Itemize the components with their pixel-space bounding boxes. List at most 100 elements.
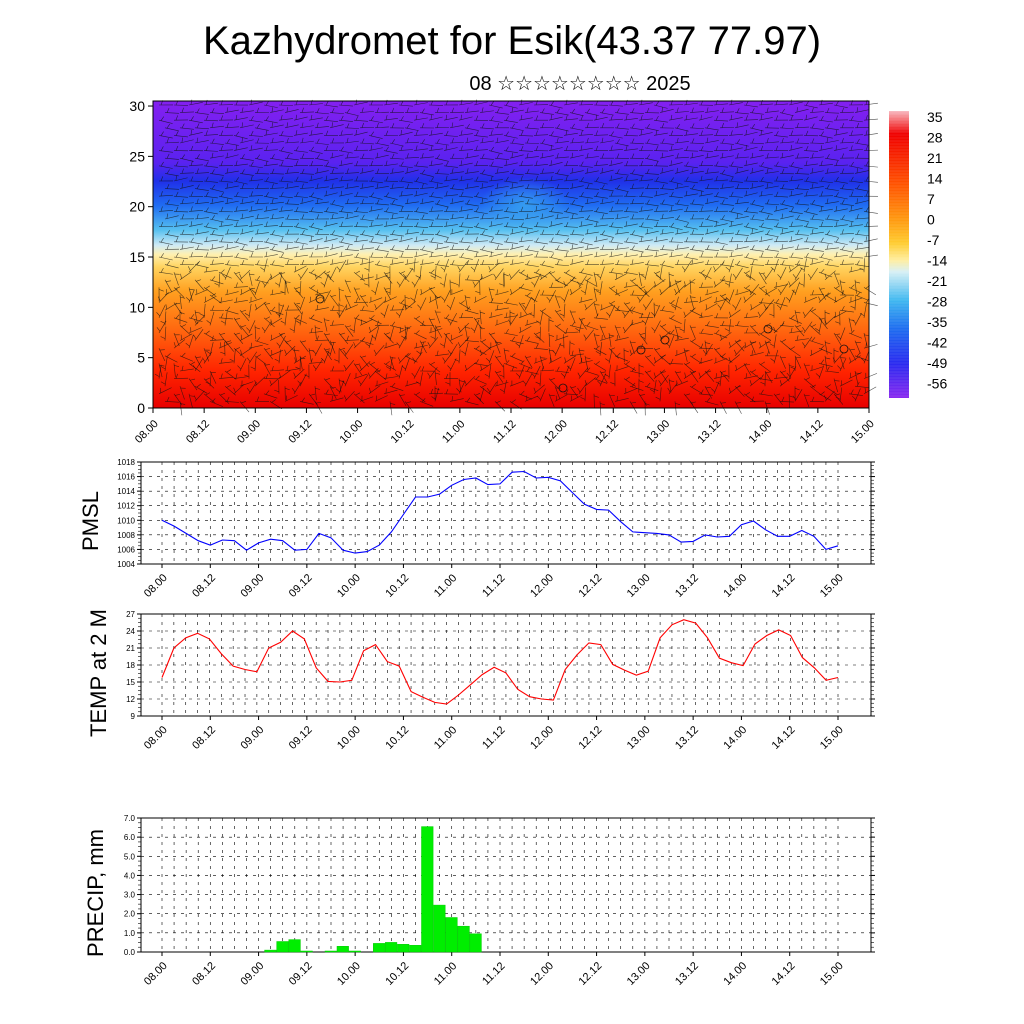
precip-bar	[433, 904, 446, 953]
colorbar-label: 14	[927, 171, 943, 187]
pmsl-x-tick-label: 08.00	[142, 572, 170, 600]
precip-y-axis-label: PRECIP, mm	[83, 829, 108, 957]
section-cold-pocket	[480, 177, 570, 233]
temp-x-tick-label: 09.12	[287, 724, 315, 752]
temp-y-tick-label: 27	[126, 610, 135, 619]
colorbar-label: 21	[927, 150, 943, 166]
section-x-tick-label: 08.12	[184, 418, 212, 446]
precip-x-tick-label: 08.00	[142, 960, 170, 988]
pmsl-x-tick-label: 14.00	[721, 572, 749, 600]
precip-bar	[445, 917, 458, 953]
precip-bar	[264, 949, 277, 953]
section-y-tick-label: 25	[129, 148, 145, 164]
precip-y-tick-label: 2.0	[124, 910, 136, 919]
precip-bar	[276, 941, 289, 953]
precip-y-tick-label: 5.0	[124, 852, 136, 861]
precip-bar	[469, 933, 482, 953]
pmsl-y-tick-label: 1016	[117, 473, 135, 482]
precip-bar	[324, 950, 337, 953]
colorbar-label: -28	[927, 294, 947, 310]
pmsl-x-tick-label: 13.12	[673, 572, 701, 600]
precip-x-tick-label: 10.12	[383, 960, 411, 988]
pmsl-x-tick-label: 11.00	[432, 572, 459, 599]
temp-x-tick-label: 11.12	[480, 724, 507, 751]
precip-y-tick-label: 1.0	[124, 929, 136, 938]
section-y-tick-label: 20	[129, 199, 145, 215]
pmsl-x-tick-label: 09.00	[238, 572, 266, 600]
section-x-axis: 08.00 08.12 09.00 09.12 10.00 10.12 11.00 11.12…	[133, 408, 877, 446]
pmsl-x-tick-label: 14.12	[770, 572, 798, 600]
pmsl-x-tick-label: 08.12	[190, 572, 218, 600]
section-x-tick-label: 09.12	[286, 418, 314, 446]
precip-x-tick-label: 15.00	[818, 960, 846, 988]
colorbar-label: 35	[927, 109, 943, 125]
precip-y-tick-label: 0.0	[124, 948, 136, 957]
section-field	[153, 101, 869, 408]
pmsl-x-tick-label: 10.00	[335, 572, 363, 600]
pmsl-y-axis-label: PMSL	[78, 491, 103, 551]
precip-bar	[348, 950, 361, 953]
precip-x-tick-label: 12.00	[528, 960, 556, 988]
colorbar-label: -56	[927, 376, 947, 392]
precip-x-tick-label: 10.00	[335, 960, 363, 988]
temp-x-tick-label: 11.00	[432, 724, 459, 751]
section-x-tick-label: 10.12	[389, 418, 417, 446]
calm-wind-circle	[636, 345, 646, 355]
temp-x-tick-label: 12.00	[528, 724, 556, 752]
section-x-tick-label: 14.00	[747, 418, 775, 446]
section-x-tick-label: 13.12	[695, 418, 723, 446]
temp-y-tick-label: 9	[131, 712, 136, 721]
temp-x-tick-label: 13.00	[625, 724, 653, 752]
section-y-tick-label: 0	[137, 400, 145, 416]
pmsl-x-tick-label: 15.00	[818, 572, 846, 600]
section-x-tick-label: 11.12	[491, 418, 518, 445]
pmsl-x-tick-label: 10.12	[383, 572, 411, 600]
colorbar-label: -14	[927, 253, 947, 269]
section-y-tick-label: 30	[129, 98, 145, 114]
section-panel: 0 5 10 15 20 25 30 08.00 08.12 09.00 09.12 10.00 10…	[129, 98, 879, 446]
pmsl-x-tick-label: 12.00	[528, 572, 556, 600]
calm-wind-circle	[660, 335, 670, 345]
precip-bar	[409, 945, 422, 953]
temp-y-tick-label: 18	[126, 661, 135, 670]
temp-x-tick-label: 12.12	[576, 724, 604, 752]
temp-series-line	[161, 619, 839, 705]
pmsl-x-tick-label: 09.12	[287, 572, 315, 600]
section-x-tick-label: 13.00	[644, 418, 672, 446]
temp-x-tick-label: 13.12	[673, 724, 701, 752]
section-y-tick-label: 5	[137, 350, 145, 366]
section-x-tick-label: 14.12	[798, 418, 826, 446]
colorbar-label: 28	[927, 130, 943, 146]
temp-x-tick-label: 09.00	[238, 724, 266, 752]
calm-wind-circle	[763, 324, 773, 334]
colorbar-label: 0	[927, 212, 935, 228]
temp-y-tick-label: 15	[126, 678, 135, 687]
precip-y-tick-label: 3.0	[124, 891, 136, 900]
temp-x-tick-label: 10.00	[335, 724, 363, 752]
precip-y-tick-label: 6.0	[124, 833, 136, 842]
pmsl-y-tick-label: 1012	[117, 502, 135, 511]
pmsl-y-tick-label: 1014	[117, 487, 135, 496]
pmsl-series-line	[161, 470, 839, 554]
section-y-axis: 0 5 10 15 20 25 30	[129, 98, 153, 416]
section-x-tick-label: 12.00	[542, 418, 570, 446]
colorbar-label: -21	[927, 273, 947, 289]
precip-bar	[397, 944, 410, 953]
colorbar-ramp	[889, 111, 909, 398]
section-x-tick-label: 11.00	[440, 418, 467, 445]
temp-y-tick-label: 12	[126, 695, 135, 704]
pmsl-y-tick-label: 1008	[117, 531, 135, 540]
precip-y-tick-label: 7.0	[124, 814, 136, 823]
precip-panel: 0.0 1.0 2.0 3.0 4.0 5.0 6.0 7.0 08.00 08.12 09.00 0…	[83, 814, 875, 988]
calm-wind-circle	[315, 294, 325, 304]
section-x-tick-label: 08.00	[133, 418, 161, 446]
pmsl-y-tick-label: 1018	[117, 458, 135, 467]
precip-x-tick-label: 12.12	[576, 960, 604, 988]
chart-title: Kazhydromet for Esik(43.37 77.97)	[202, 19, 822, 63]
precip-x-tick-label: 14.12	[770, 960, 798, 988]
section-x-tick-label: 09.00	[235, 418, 263, 446]
colorbar-label: 7	[927, 191, 935, 207]
section-x-tick-label: 12.12	[593, 418, 621, 446]
calm-wind-circle	[839, 344, 849, 354]
